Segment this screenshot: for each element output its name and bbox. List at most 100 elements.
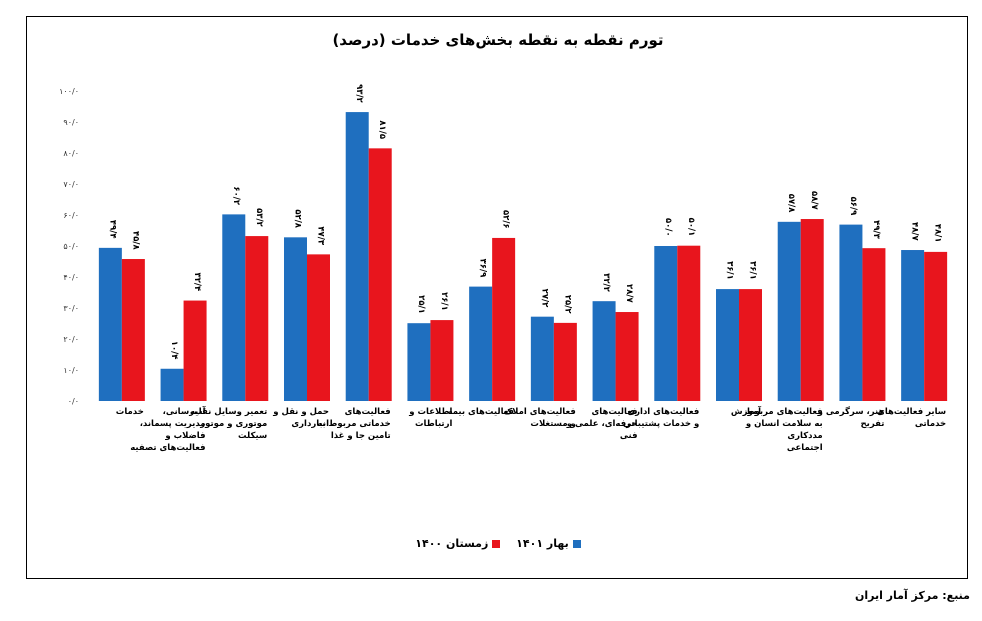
x-category-label-line: خدمات — [116, 407, 144, 417]
y-tick-label: ۷۰/۰ — [63, 180, 79, 189]
data-label-series-1: ۲۵/۱ — [416, 295, 426, 314]
value-labels: ۴۹/۴ ۴۵/۸ ۱۰/۴ ۳۲/۴ ۶۰/۲ ۵۳/۲ ۵۲/۸ ۴۷/۳ ۹۳/۲ ۸۱/۵… — [107, 84, 942, 359]
x-category-label-line: و مستغلات — [530, 419, 575, 429]
data-label-series-1: ۵۰/۰ — [663, 218, 673, 237]
legend-label-series-1: بهار ۱۴۰۱ — [516, 537, 569, 550]
data-label-series-2: ۳۶/۱ — [748, 261, 758, 280]
x-category-label-line: فاضلاب و — [164, 431, 205, 441]
data-label-series-1: ۵۲/۸ — [293, 209, 303, 228]
bars — [98, 112, 948, 401]
x-category-label-line: فعالیت‌های بیمه — [448, 407, 515, 417]
x-category-label-line: حرفه‌ای، علمی و — [566, 419, 638, 429]
y-tick-label: ۱۰۰/۰ — [59, 87, 79, 96]
y-tick-label: ۸۰/۰ — [63, 149, 79, 158]
x-category-label-line: تعمیر وسایل نقلیه — [190, 407, 267, 417]
legend-swatch-series-2 — [492, 539, 501, 548]
source-note: منبع: مرکز آمار ایران — [854, 589, 970, 602]
bar-series-2 — [430, 320, 454, 401]
bar-series-1 — [160, 368, 184, 401]
x-category-label-line: خدماتی — [915, 419, 946, 429]
bar-series-2 — [245, 236, 269, 401]
x-category-label: خدمات — [116, 407, 144, 417]
bar-series-2 — [121, 259, 145, 401]
bar-series-1 — [592, 301, 616, 401]
x-category-label: فعالیت‌های املاک و مستغلات — [503, 407, 575, 429]
x-category-label-line: آموزش — [731, 405, 762, 417]
y-tick-label: ۲۰/۰ — [63, 335, 79, 344]
legend-label-series-2: زمستان ۱۴۰۰ — [415, 537, 489, 550]
y-tick-label: ۰/۰ — [68, 397, 79, 406]
data-label-series-1: ۳۶/۱ — [725, 261, 735, 280]
bar-series-1 — [901, 250, 925, 401]
bar-series-1 — [654, 246, 678, 401]
data-label-series-2: ۴۷/۳ — [316, 226, 326, 245]
data-label-series-1: ۳۲/۲ — [601, 273, 611, 292]
bar-series-2 — [183, 300, 207, 401]
x-category-label-line: تفریح — [861, 419, 885, 429]
data-label-series-1: ۴۹/۴ — [107, 220, 117, 239]
legend: بهار ۱۴۰۱ زمستان ۱۴۰۰ — [27, 537, 969, 551]
x-category-label-line: تامین جا و غذا — [331, 431, 391, 441]
x-category-label-line: فنی — [620, 431, 638, 441]
chart-frame: تورم نقطه به نقطه بخش‌های خدمات (درصد) ۰… — [26, 16, 968, 579]
chart-title: تورم نقطه به نقطه بخش‌های خدمات (درصد) — [332, 31, 664, 49]
bar-series-2 — [307, 254, 330, 401]
legend-item-series-1: بهار ۱۴۰۱ — [516, 537, 581, 550]
x-category-label-line: فعالیت‌های املاک — [503, 407, 575, 417]
x-category-label-line: موتوری و موتور — [199, 419, 267, 429]
x-category-label-line: آب‌رسانی، — [163, 405, 207, 417]
y-axis: ۰/۰ ۱۰/۰ ۲۰/۰ ۳۰/۰ ۴۰/۰ ۵۰/۰ ۶۰/۰ ۷۰/۰ ۸۰/۰ ۹۰/۰ ۱… — [59, 87, 79, 406]
x-category-label-line: ارتباطات — [415, 419, 452, 429]
x-category-label: اطلاعات و ارتباطات — [408, 407, 452, 429]
data-label-series-2: ۵۸/۷ — [809, 191, 819, 210]
x-category-label-line: سیکلت — [238, 431, 267, 441]
x-category-label: سایر فعالیت‌های خدماتی — [877, 407, 946, 429]
data-label-series-1: ۵۷/۸ — [786, 194, 796, 213]
bar-series-1 — [345, 112, 369, 401]
x-category-label: آموزش — [731, 405, 762, 417]
bar-series-1 — [530, 316, 554, 401]
x-category-label: هنر، سرگرمی و تفریح — [817, 406, 885, 429]
x-category-label-line: اطلاعات و — [408, 407, 452, 417]
data-label-series-2: ۴۹/۳ — [871, 220, 881, 239]
data-label-series-2: ۵۰/۱ — [686, 218, 696, 237]
x-category-label-line: و خدمات پشتیبانی — [623, 419, 699, 429]
data-label-series-2: ۳۲/۴ — [192, 273, 202, 292]
data-label-series-2: ۲۸/۷ — [624, 284, 634, 303]
bar-series-1 — [98, 247, 122, 401]
data-label-series-2: ۵۲/۶ — [501, 210, 511, 229]
x-category-label-line: فعالیت‌های تصفیه — [130, 443, 205, 453]
x-category-label: فعالیت‌های حرفه‌ای، علمی و فنی — [566, 407, 638, 441]
x-category-label-line: فعالیت‌های مربوط — [746, 407, 823, 417]
category-labels: خدمات آب‌رسانی، مدیریت پسماند، فاضلاب و فعال… — [116, 405, 946, 453]
bar-series-2 — [553, 322, 577, 401]
data-label-series-1: ۳۶/۹ — [478, 259, 488, 278]
y-tick-label: ۴۰/۰ — [63, 273, 79, 282]
x-category-label-line: مدیریت پسماند، — [140, 419, 206, 429]
y-tick-label: ۶۰/۰ — [63, 211, 79, 220]
chart-plot: ۰/۰ ۱۰/۰ ۲۰/۰ ۳۰/۰ ۴۰/۰ ۵۰/۰ ۶۰/۰ ۷۰/۰ ۸۰/۰ ۹۰/۰ ۱… — [59, 84, 948, 453]
bar-series-1 — [777, 221, 801, 401]
bar-series-1 — [407, 323, 431, 401]
x-category-label-line: مددکاری — [787, 431, 822, 441]
x-category-label-line: خدماتی مربوط به — [317, 419, 390, 429]
x-category-label-line: فعالیت‌های اداری — [627, 407, 699, 417]
x-category-label-line: هنر، سرگرمی و — [817, 406, 885, 417]
data-label-series-2: ۵۳/۲ — [254, 208, 264, 227]
legend-item-series-2: زمستان ۱۴۰۰ — [415, 537, 501, 550]
x-category-label-line: فعالیت‌های — [591, 407, 637, 417]
data-label-series-2: ۲۵/۲ — [562, 295, 572, 314]
data-label-series-2: ۸۱/۵ — [377, 120, 387, 139]
x-category-label: تعمیر وسایل نقلیه موتوری و موتور سیکلت — [190, 407, 267, 441]
bar-series-2 — [492, 237, 516, 401]
y-tick-label: ۳۰/۰ — [63, 304, 79, 313]
bar-series-2 — [615, 312, 639, 401]
bar-series-1 — [839, 224, 863, 401]
x-category-label-line: فعالیت‌های — [345, 407, 391, 417]
bar-series-2 — [368, 148, 392, 401]
data-label-series-1: ۲۷/۲ — [539, 289, 549, 308]
x-category-label-line: انبارداری — [291, 419, 329, 429]
x-category-label-line: سایر فعالیت‌های — [877, 407, 946, 417]
bar-series-2 — [677, 245, 701, 401]
data-label-series-1: ۶۰/۲ — [231, 186, 241, 205]
